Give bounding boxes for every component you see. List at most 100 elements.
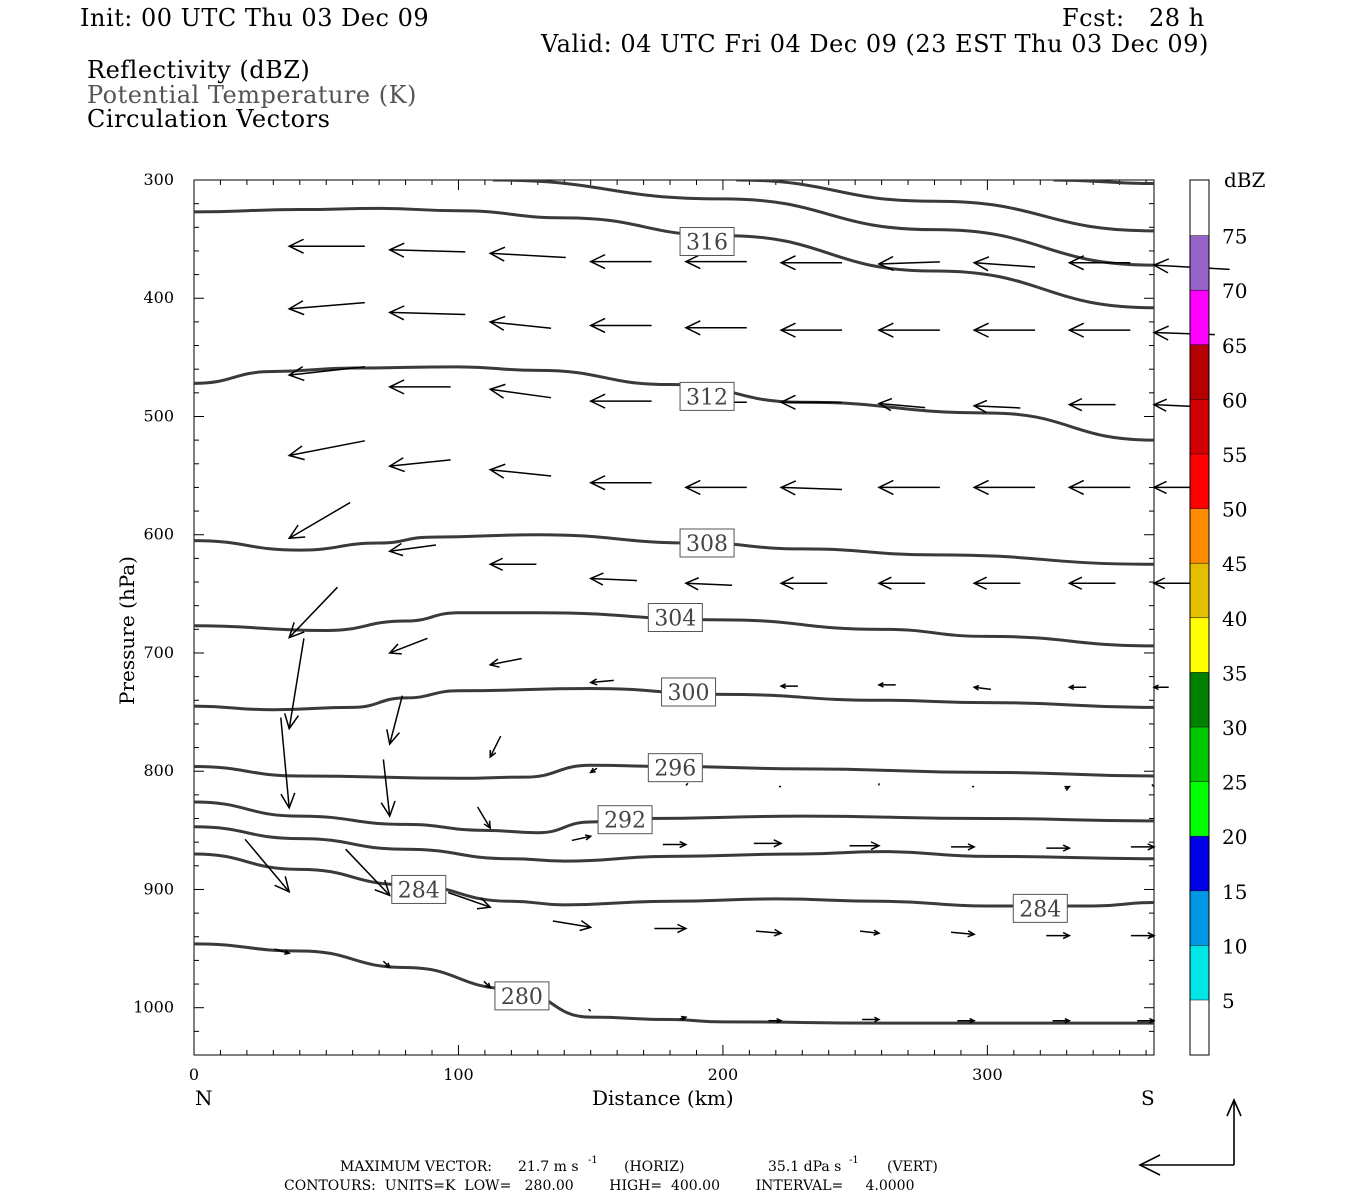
- circulation-vector: [588, 572, 637, 586]
- colorbar-swatch: [1190, 945, 1209, 1000]
- circulation-vector: [380, 759, 396, 818]
- theta-contour-284: [194, 852, 1154, 908]
- circulation-vector: [588, 475, 652, 491]
- theta-contour-296: [194, 763, 1154, 780]
- circulation-vector: [877, 397, 926, 412]
- circulation-vector: [862, 1016, 881, 1023]
- circulation-vector: [877, 322, 940, 338]
- circulation-vector: [387, 379, 451, 395]
- circulation-vector: [877, 479, 940, 496]
- circulation-vector: [287, 365, 365, 382]
- contour-label-284: 284: [391, 874, 447, 904]
- circulation-vector: [779, 576, 828, 590]
- south-label: S: [1141, 1086, 1155, 1110]
- circulation-vector: [382, 960, 391, 969]
- colorbar-swatch: [1190, 890, 1209, 946]
- theta-contour-324: [736, 180, 1154, 233]
- x-tick-label: 300: [972, 1065, 1003, 1084]
- y-tick-label: 900: [143, 879, 174, 898]
- circulation-vector: [1067, 397, 1116, 412]
- contour-label-308: 308: [679, 528, 735, 558]
- circulation-vector: [588, 317, 652, 334]
- circulation-vector: [859, 929, 881, 936]
- circulation-vector: [589, 767, 598, 774]
- theta-contour-312: [194, 365, 1154, 442]
- circulation-vector: [447, 891, 492, 910]
- circulation-vector: [287, 440, 365, 461]
- theta-contour-304: [194, 611, 1154, 648]
- circulation-vector: [779, 480, 843, 496]
- colorbar-title: dBZ: [1224, 168, 1266, 192]
- dbz-colorbar: 5 10 15 20 25 30 35 40 45 50 55 60 65 70 75: [1189, 179, 1247, 1056]
- circulation-vector: [957, 1017, 976, 1024]
- theta-contour-300: [194, 686, 1154, 712]
- circulation-vector: [849, 841, 881, 851]
- circulation-vector: [288, 586, 339, 639]
- colorbar-label: 45: [1222, 552, 1247, 576]
- circulation-vector: [274, 948, 291, 955]
- circulation-vector: [877, 576, 926, 590]
- circulation-vector: [488, 463, 552, 479]
- colorbar-label: 30: [1222, 716, 1247, 740]
- colorbar-label: 40: [1222, 607, 1247, 631]
- circulation-vectors: [244, 238, 1230, 1024]
- contour-labels: 280 284 284 292 296 300 304 308 312 316: [391, 226, 1068, 1011]
- theta-contour-320: [194, 206, 1154, 310]
- svg-text:308: 308: [686, 532, 728, 557]
- circulation-vector: [950, 930, 976, 938]
- theta-contour-292: [194, 800, 1154, 835]
- circulation-vector: [287, 238, 365, 254]
- circulation-vector: [951, 843, 976, 851]
- colorbar-swatch: [1190, 235, 1209, 291]
- x-axis: 0 100 200 300: [189, 180, 1147, 1084]
- colorbar-swatch: [1190, 672, 1209, 727]
- circulation-vector: [972, 684, 992, 691]
- colorbar-label: 35: [1222, 661, 1247, 685]
- circulation-vector: [588, 1008, 592, 1012]
- forecast-hour: Fcst: 28 h: [1062, 4, 1205, 32]
- y-tick-label: 500: [143, 406, 174, 425]
- colorbar-label: 5: [1222, 989, 1235, 1013]
- colorbar-swatch: [1190, 781, 1209, 837]
- circulation-vector: [684, 479, 747, 496]
- colorbar-label: 55: [1222, 443, 1247, 467]
- colorbar-label: 75: [1222, 225, 1247, 249]
- circulation-vector: [476, 806, 492, 830]
- reference-vector: [1138, 1098, 1242, 1176]
- north-label: N: [195, 1086, 213, 1110]
- circulation-vector: [877, 255, 940, 272]
- circulation-vector: [1130, 931, 1156, 940]
- colorbar-label: 10: [1222, 934, 1247, 958]
- circulation-vector: [588, 393, 652, 409]
- circulation-vector: [488, 657, 522, 668]
- contour-label-284: 284: [1012, 893, 1068, 923]
- circulation-vector: [753, 839, 783, 848]
- colorbar-swatch: [1190, 563, 1209, 618]
- colorbar-label: 50: [1222, 498, 1247, 522]
- circulation-vector: [488, 383, 552, 399]
- circulation-vector: [244, 838, 291, 894]
- colorbar-swatch: [1190, 836, 1209, 891]
- max-horiz-value: 21.7 m s: [518, 1159, 579, 1175]
- circulation-vector: [1130, 843, 1156, 851]
- theta-contour-280: [194, 942, 1154, 1025]
- theta-contour-288: [194, 825, 1154, 863]
- x-tick-label: 200: [708, 1065, 739, 1084]
- init-time: Init: 00 UTC Thu 03 Dec 09: [80, 4, 430, 32]
- circulation-vector: [1052, 1017, 1072, 1024]
- circulation-vector: [387, 542, 437, 557]
- svg-text:284: 284: [1019, 897, 1061, 922]
- circulation-vector: [1067, 479, 1131, 496]
- colorbar-label: 65: [1222, 334, 1247, 358]
- circulation-vector: [779, 322, 843, 338]
- circulation-vector: [387, 305, 466, 321]
- contour-label-316: 316: [679, 226, 735, 256]
- circulation-vector: [1067, 255, 1131, 271]
- svg-text:316: 316: [686, 230, 728, 255]
- colorbar-swatch: [1190, 508, 1209, 564]
- contour-info: CONTOURS: UNITS=K LOW= 280.00 HIGH= 400.…: [284, 1178, 915, 1194]
- y-axis-title: Pressure (hPa): [115, 556, 139, 705]
- circulation-vector: [1046, 931, 1072, 940]
- circulation-vector: [972, 322, 1036, 338]
